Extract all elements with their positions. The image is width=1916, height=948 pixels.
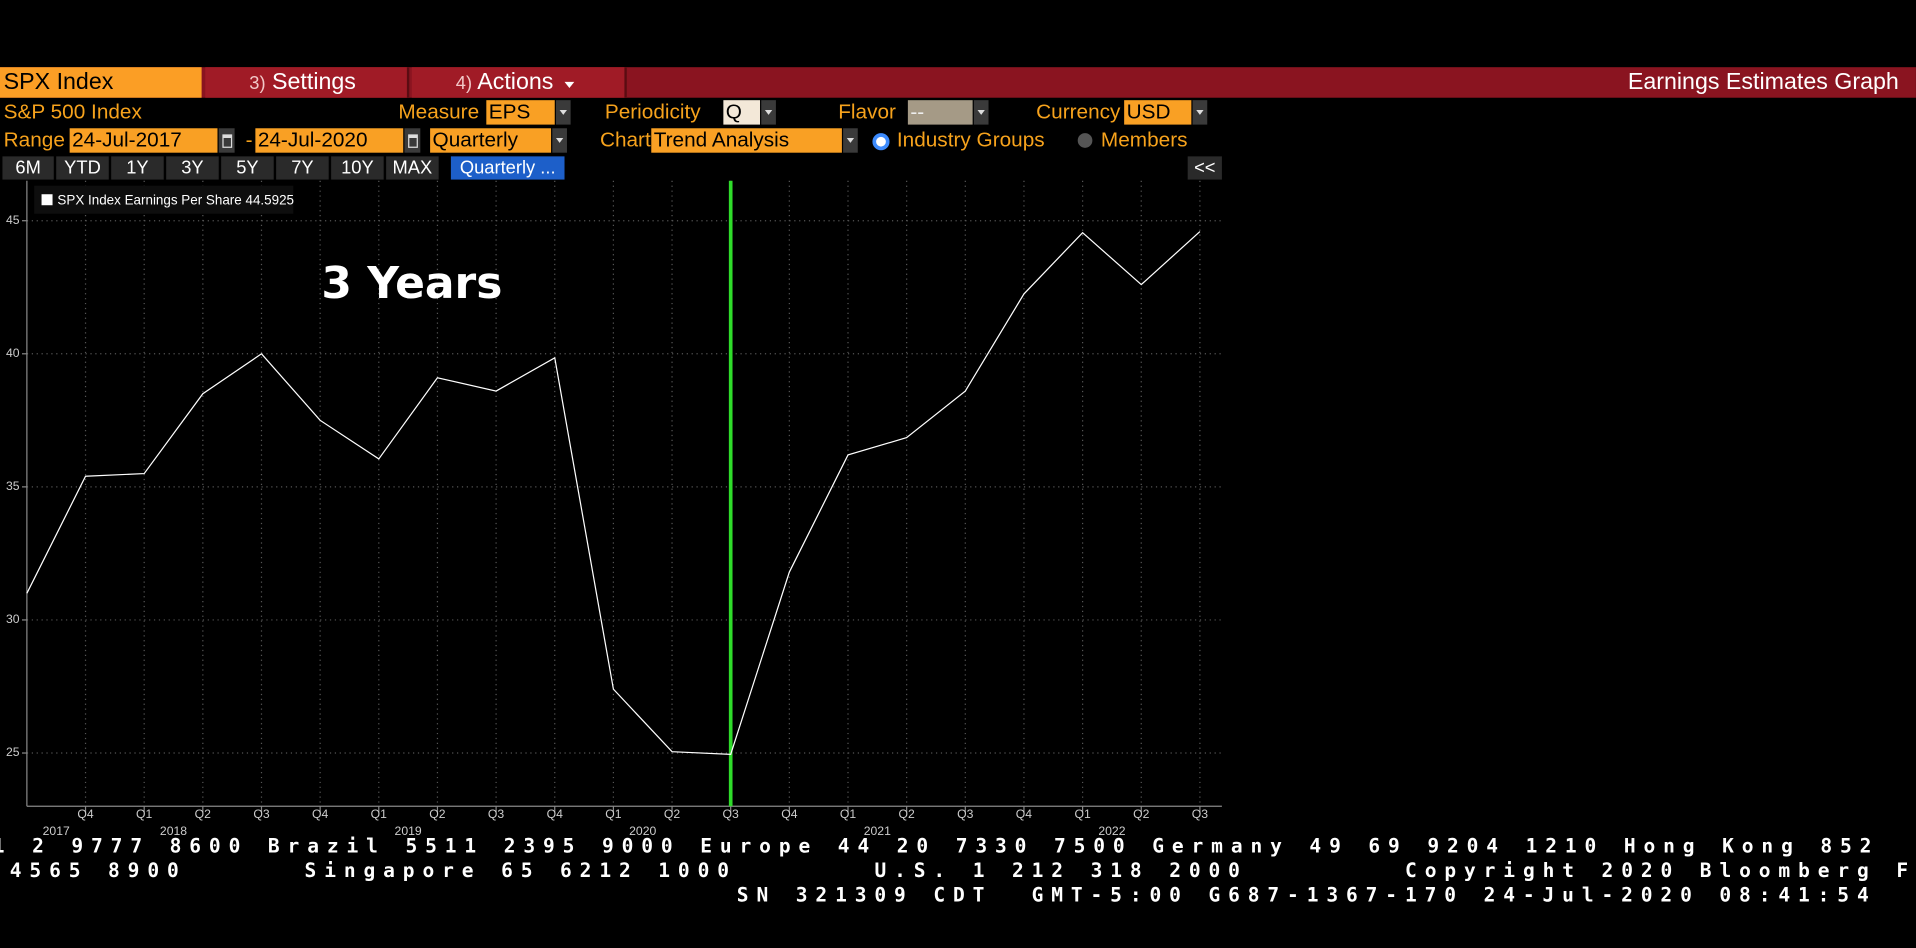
dropdown[interactable] (761, 100, 776, 125)
legend-box (34, 185, 294, 214)
x-tick-label: Q1 (136, 807, 152, 821)
range-button[interactable]: 10Y (331, 156, 384, 180)
radio-label: Members (1100, 128, 1188, 152)
security-tab[interactable]: SPX Index (0, 67, 202, 98)
start-date[interactable]: 24-Jul-2017 (69, 128, 218, 153)
flavor-label: Flavor (838, 100, 896, 124)
x-tick-label: Q4 (312, 807, 328, 821)
menu-number: 3) (249, 73, 266, 95)
range-dash: - (245, 128, 253, 152)
legend-name: SPX Index Earnings Per Share (57, 192, 241, 207)
legend-value: 44.5925 (245, 192, 294, 207)
x-tick-label: Q3 (253, 807, 269, 821)
y-tick-label: 30 (6, 612, 20, 626)
range-button[interactable]: 6M (2, 156, 54, 180)
security-name: S&P 500 Index (3, 100, 142, 124)
range-button[interactable]: YTD (56, 156, 109, 180)
dropdown[interactable] (555, 100, 571, 125)
x-tick-label: Q4 (547, 807, 563, 821)
y-tick-label: 40 (6, 346, 20, 360)
x-tick-label: Q2 (1133, 807, 1149, 821)
ticker-line: 4565 8900 Singapore 65 6212 1000 U.S. 1 … (9, 858, 1916, 882)
x-tick-label: Q2 (195, 807, 211, 821)
currency-field[interactable]: USD (1124, 100, 1192, 125)
range-button[interactable]: 1Y (111, 156, 164, 180)
x-tick-label: Q4 (1016, 807, 1032, 821)
calendar-icon[interactable] (404, 128, 421, 153)
caret (564, 81, 575, 88)
y-tick-label: 45 (6, 213, 20, 227)
menu-label: Settings (272, 69, 356, 96)
x-tick-label: Q1 (605, 807, 621, 821)
radio-selected[interactable] (872, 133, 890, 151)
dropdown[interactable] (973, 100, 989, 125)
menu-number: 4) (455, 73, 473, 95)
periodicity-label: Periodicity (604, 100, 701, 124)
x-tick-label: Q2 (899, 807, 915, 821)
dropdown[interactable] (1192, 100, 1208, 125)
calendar-icon[interactable] (218, 128, 235, 153)
range-label: Range (3, 128, 65, 152)
x-tick-label: Q3 (723, 807, 739, 821)
chart-label: Chart (599, 128, 651, 152)
legend-entry: SPX Index Earnings Per Share 44.5925 (57, 192, 294, 207)
dropdown[interactable] (552, 128, 567, 153)
range-button[interactable]: 3Y (166, 156, 219, 180)
x-tick-label: Q3 (957, 807, 973, 821)
measure-field[interactable]: EPS (486, 100, 555, 125)
x-tick-label: Q2 (429, 807, 445, 821)
x-tick-label: Q4 (77, 807, 93, 821)
year-label: 2019 (395, 824, 422, 838)
frequency-field[interactable]: Quarterly (430, 128, 552, 153)
flavor-field[interactable]: -- (907, 100, 973, 125)
range-button[interactable]: 5Y (221, 156, 274, 180)
chart-field[interactable]: Trend Analysis (651, 128, 842, 153)
dropdown[interactable] (843, 128, 858, 153)
currency-label: Currency (1036, 100, 1121, 124)
x-tick-label: Q2 (664, 807, 680, 821)
page-title: Earnings Estimates Graph (1627, 69, 1899, 96)
menu-label: Actions (477, 69, 554, 96)
periodicity-field[interactable]: Q (723, 100, 761, 125)
x-tick-label: Q1 (1074, 807, 1090, 821)
legend-swatch (41, 194, 53, 206)
year-label: 2020 (629, 824, 656, 838)
range-button[interactable]: MAX (386, 156, 439, 180)
x-tick-label: Q3 (488, 807, 504, 821)
y-tick-label: 25 (6, 745, 20, 759)
radio-label: Industry Groups (896, 128, 1045, 152)
collapse-button[interactable]: << (1187, 156, 1222, 180)
actions-tab[interactable]: 4) Actions (411, 67, 627, 98)
year-label: 2021 (864, 824, 891, 838)
x-tick-label: Q4 (781, 807, 797, 821)
ticker-line: SN 321309 CDT GMT-5:00 G687-1367-170 24-… (736, 883, 1877, 907)
x-tick-label: Q3 (1192, 807, 1208, 821)
settings-tab[interactable]: 3) Settings (205, 67, 410, 98)
measure-label: Measure (398, 100, 480, 124)
active-button[interactable]: Quarterly ... (450, 156, 565, 180)
annotation: 3 Years (321, 258, 502, 309)
x-tick-label: Q1 (371, 807, 387, 821)
series-line (26, 231, 1201, 755)
year-label: 2018 (160, 824, 187, 838)
year-label: 2017 (43, 824, 70, 838)
radio[interactable] (1077, 133, 1093, 148)
ticker-line: 61 2 9777 8600 Brazil 5511 2395 9000 Eur… (0, 834, 1880, 858)
year-label: 2022 (1098, 824, 1125, 838)
x-tick-label: Q1 (840, 807, 856, 821)
end-date[interactable]: 24-Jul-2020 (255, 128, 404, 153)
range-button[interactable]: 7Y (276, 156, 329, 180)
y-tick-label: 35 (6, 479, 20, 493)
